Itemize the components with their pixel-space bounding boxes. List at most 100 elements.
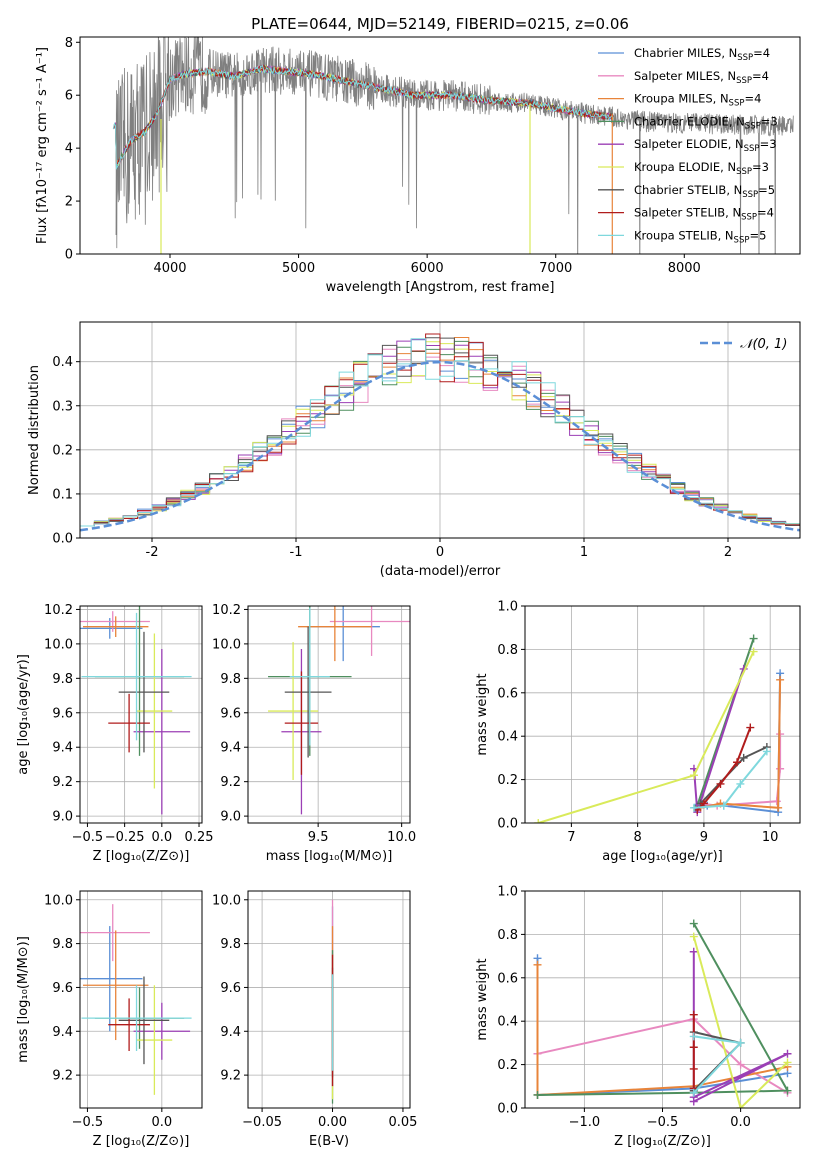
weight-line-0	[695, 673, 782, 814]
legend-subscript: SSP	[741, 213, 757, 223]
y-tick-label: 9.8	[220, 937, 241, 952]
legend-text: Salpeter ELODIE, N	[634, 137, 744, 151]
weight-line-3	[537, 923, 790, 1096]
weight-marker	[776, 764, 785, 773]
plot-area	[80, 606, 192, 815]
y-axis-label: age [log₁₀(age/yr)]	[16, 654, 31, 775]
weight-marker	[783, 1086, 792, 1095]
legend-subscript: SSP	[744, 144, 760, 154]
y-tick-label: 9.6	[52, 981, 73, 996]
x-tick-label: −0.25	[105, 830, 145, 845]
y-tick-label: 0	[65, 248, 73, 263]
axes-frame	[247, 890, 411, 1109]
x-tick-label: −0.5	[647, 1115, 679, 1130]
legend-subscript: SSP	[736, 167, 752, 177]
x-axis-label: wavelength [Angstrom, rest frame]	[326, 280, 555, 295]
y-tick-label: 0.2	[497, 773, 518, 788]
legend-entry: Salpeter ELODIE, NSSP=3	[634, 137, 777, 154]
x-axis-label: E(B-V)	[309, 1134, 349, 1149]
y-tick-label: 0.6	[497, 686, 518, 701]
y-tick-label: 10.2	[212, 603, 241, 618]
legend-text: Kroupa MILES, N	[634, 92, 729, 106]
x-tick-label: 5000	[282, 261, 315, 276]
y-tick-label: 9.4	[220, 1025, 241, 1040]
legend-subscript: SSP	[742, 190, 758, 200]
y-tick-label: 4	[65, 142, 73, 157]
y-tick-label: 10.0	[44, 637, 73, 652]
x-tick-label: 10.0	[387, 830, 416, 845]
plot-area	[80, 333, 800, 532]
weight-line-1	[537, 1017, 789, 1094]
x-tick-label: 8	[634, 830, 642, 845]
weight-marker	[774, 803, 783, 812]
legend-text: =3	[752, 160, 769, 174]
axes-frame	[79, 36, 801, 255]
weight-marker	[689, 1010, 698, 1019]
y-tick-label: 1.0	[497, 600, 518, 615]
legend-text: Salpeter STELIB, N	[634, 206, 741, 220]
legend-text: =3	[760, 137, 777, 151]
x-tick-label: -2	[146, 545, 159, 560]
x-tick-label: 6000	[411, 261, 444, 276]
weight-marker	[689, 947, 698, 956]
x-tick-label: 7	[567, 830, 575, 845]
y-tick-label: 0.0	[497, 817, 518, 832]
weight-marker	[719, 801, 728, 810]
x-tick-label: −0.05	[242, 1115, 282, 1130]
y-tick-label: 0.4	[497, 1015, 518, 1030]
legend-entry: Chabrier STELIB, NSSP=5	[634, 183, 775, 200]
legend-entry: Kroupa STELIB, NSSP=5	[634, 228, 766, 245]
y-axis-label: mass weight	[475, 673, 490, 755]
legend-subscript: SSP	[734, 235, 750, 245]
y-tick-label: 9.4	[220, 741, 241, 756]
panel-mass-vs-Z: −0.5 0.0 9.2 9.4 9.6 9.8 10.0 Z [log₁₀(Z/Z⊙)] ma…	[16, 890, 203, 1149]
legend-text: Chabrier STELIB, N	[634, 183, 742, 197]
legend-entry: Kroupa MILES, NSSP=4	[634, 92, 761, 109]
x-axis-label: Z [log₁₀(Z/Z⊙)]	[614, 1134, 711, 1149]
y-tick-label: 9.6	[220, 706, 241, 721]
x-tick-label: −0.5	[72, 1115, 104, 1130]
y-tick-label: 0.8	[497, 643, 518, 658]
weight-marker	[534, 819, 543, 823]
y-tick-label: 9.6	[220, 981, 241, 996]
x-axis-label: (data-model)/error	[380, 564, 501, 579]
weight-marker	[749, 634, 758, 643]
y-tick-label: 9.0	[52, 810, 73, 825]
legend-entry: Chabrier MILES, NSSP=4	[634, 46, 770, 63]
x-axis-label: Z [log₁₀(Z/Z⊙)]	[93, 1134, 190, 1149]
y-tick-label: 9.8	[52, 672, 73, 687]
y-tick-label: 10.2	[44, 603, 73, 618]
y-tick-label: 10.0	[44, 893, 73, 908]
y-tick-label: 2	[65, 195, 73, 210]
weight-marker	[533, 1090, 542, 1099]
weight-marker	[776, 675, 785, 684]
x-tick-label: 7000	[539, 261, 572, 276]
y-tick-label: 0.6	[497, 971, 518, 986]
x-tick-label: 2	[724, 545, 732, 560]
x-axis-label: mass [log₁₀(M/M⊙)]	[266, 849, 393, 864]
y-tick-label: 6	[65, 89, 73, 104]
x-tick-label: −0.5	[72, 830, 104, 845]
plot-area	[533, 919, 792, 1108]
y-tick-label: 0.4	[497, 730, 518, 745]
legend-text: =4	[744, 92, 761, 106]
legend-entry: Chabrier ELODIE, NSSP=3	[634, 114, 778, 131]
y-tick-label: 0.1	[52, 487, 73, 502]
legend-text: =4	[753, 46, 770, 60]
x-tick-label: 0.05	[388, 1115, 417, 1130]
x-tick-label: 0.0	[151, 1115, 172, 1130]
legend-text: Chabrier MILES, N	[634, 46, 737, 60]
y-axis-label: Normed distribution	[27, 365, 42, 495]
y-tick-label: 0.4	[52, 355, 73, 370]
y-tick-label: 9.2	[52, 775, 73, 790]
y-tick-label: 1.0	[497, 885, 518, 900]
weight-marker	[762, 747, 771, 756]
axes-frame	[524, 605, 801, 824]
weight-marker	[739, 753, 748, 762]
x-tick-label: −1.0	[569, 1115, 601, 1130]
normal-curve	[80, 360, 800, 532]
x-tick-label: -1	[290, 545, 303, 560]
weight-marker	[736, 1060, 745, 1069]
legend-subscript: SSP	[737, 53, 753, 63]
